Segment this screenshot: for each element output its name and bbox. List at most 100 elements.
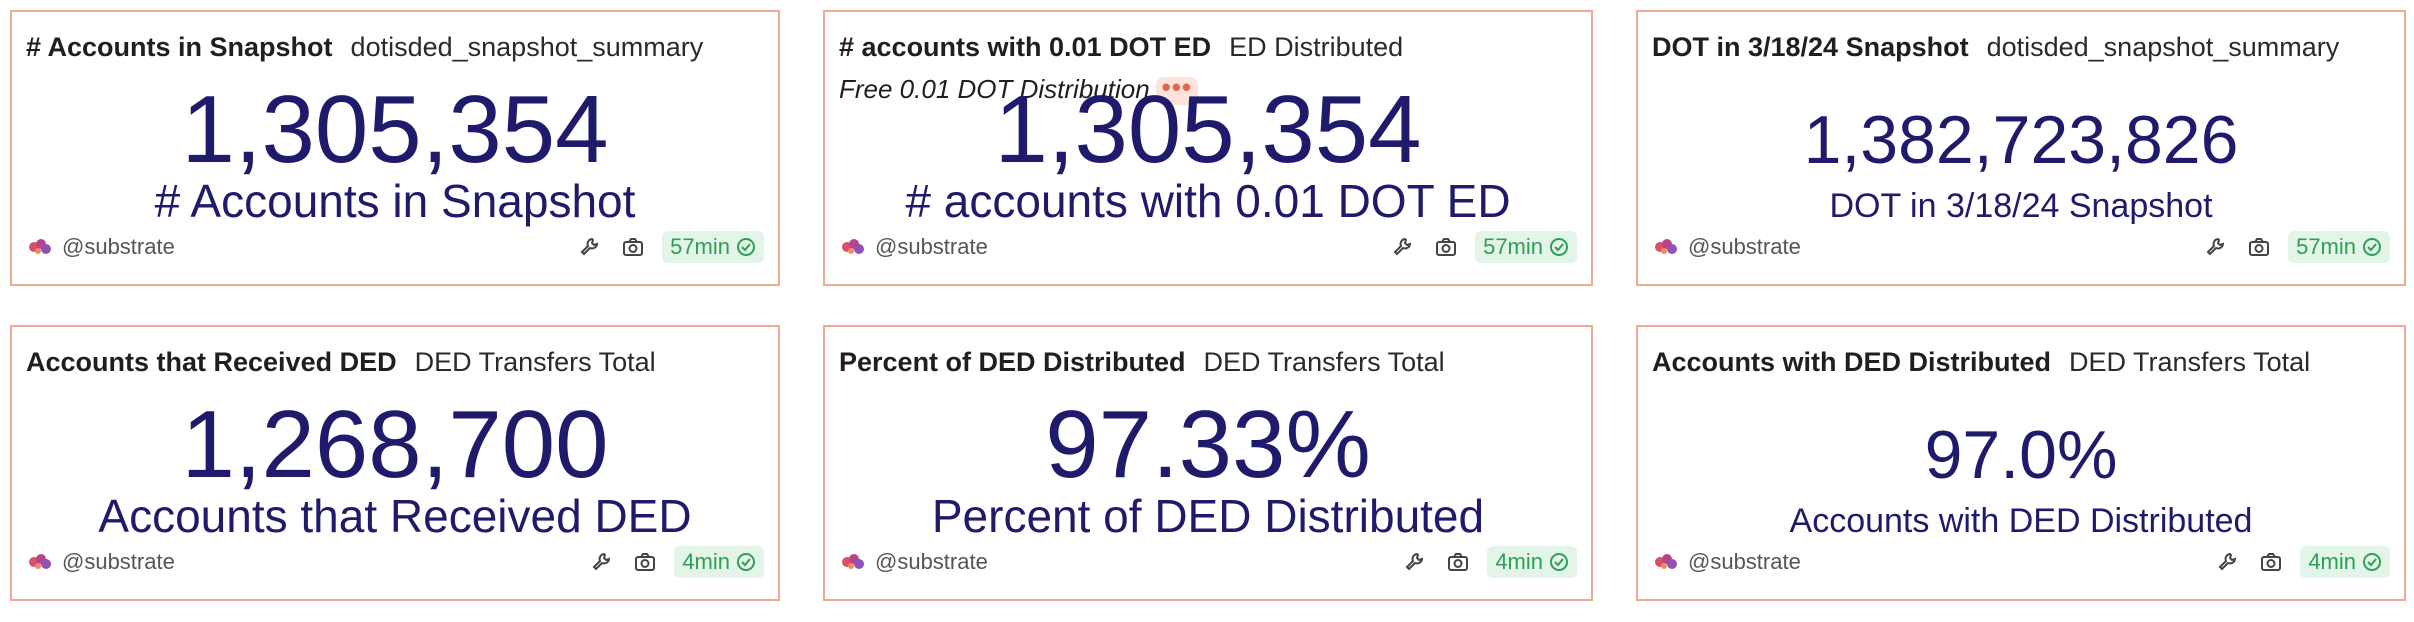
author-name: @substrate	[62, 549, 175, 574]
avatar-cluster-icon	[29, 554, 51, 569]
freshness-badge[interactable]: 57min	[1475, 231, 1577, 263]
card-footer: @substrate 4min	[839, 545, 1577, 579]
counter-label: # accounts with 0.01 DOT ED	[905, 175, 1511, 227]
card-header: Accounts with DED Distributed DED Transfe…	[1652, 345, 2390, 379]
card-query-name[interactable]: dotisded_snapshot_summary	[1986, 32, 2340, 62]
card-header: # Accounts in Snapshot dotisded_snapshot_…	[26, 30, 764, 64]
card-footer: @substrate 57min	[26, 230, 764, 264]
camera-icon[interactable]	[2244, 232, 2274, 262]
camera-icon[interactable]	[618, 232, 648, 262]
author-name: @substrate	[875, 234, 988, 259]
card-tools: 4min	[2212, 545, 2390, 579]
counter-label: Accounts that Received DED	[98, 490, 692, 542]
counter-value: 97.33%	[1045, 391, 1371, 498]
avatar-cluster-icon	[1655, 554, 1677, 569]
author-name: @substrate	[1688, 549, 1801, 574]
counter-value: 1,305,354	[181, 76, 609, 183]
author-name: @substrate	[1688, 234, 1801, 259]
settings-wrench-icon[interactable]	[2212, 547, 2242, 577]
card-title[interactable]: Accounts with DED Distributed	[1652, 347, 2052, 377]
check-circle-icon	[1550, 553, 1568, 571]
author-link[interactable]: @substrate	[26, 545, 175, 579]
author-link[interactable]: @substrate	[26, 230, 175, 264]
freshness-text: 4min	[2308, 549, 2356, 574]
author-link[interactable]: @substrate	[1652, 545, 1801, 579]
freshness-text: 57min	[2296, 234, 2356, 259]
freshness-badge[interactable]: 57min	[2288, 231, 2390, 263]
card-title[interactable]: DOT in 3/18/24 Snapshot	[1652, 32, 1969, 62]
camera-icon[interactable]	[1443, 547, 1473, 577]
card-tools: 57min	[574, 230, 764, 264]
counter-card-accounts-in-snapshot[interactable]: # Accounts in Snapshot dotisded_snapshot_…	[10, 10, 780, 286]
avatar-cluster-icon	[842, 239, 864, 254]
card-title[interactable]: # accounts with 0.01 DOT ED	[839, 32, 1212, 62]
counter-card-accounts-with-ded-distributed[interactable]: Accounts with DED Distributed DED Transfe…	[1636, 325, 2406, 601]
freshness-badge[interactable]: 4min	[1487, 546, 1577, 578]
counter-card-accounts-received-ded[interactable]: Accounts that Received DED DED Transfers …	[10, 325, 780, 601]
card-description: Free 0.01 DOT Distribution	[839, 74, 1150, 104]
card-footer: @substrate 4min	[26, 545, 764, 579]
card-footer: @substrate 57min	[839, 230, 1577, 264]
card-query-name[interactable]: ED Distributed	[1229, 32, 1404, 62]
author-link[interactable]: @substrate	[839, 545, 988, 579]
camera-icon[interactable]	[1431, 232, 1461, 262]
counter-value: 97.0%	[1924, 417, 2118, 493]
settings-wrench-icon[interactable]	[574, 232, 604, 262]
counter-value: 1,268,700	[181, 391, 609, 498]
freshness-text: 4min	[682, 549, 730, 574]
avatar-cluster-icon	[842, 554, 864, 569]
counter-label: DOT in 3/18/24 Snapshot	[1829, 187, 2213, 225]
author-name: @substrate	[875, 549, 988, 574]
settings-wrench-icon[interactable]	[1387, 232, 1417, 262]
counter-card-dot-in-snapshot[interactable]: DOT in 3/18/24 Snapshot dotisded_snapshot…	[1636, 10, 2406, 286]
freshness-badge[interactable]: 4min	[2300, 546, 2390, 578]
camera-icon[interactable]	[2256, 547, 2286, 577]
card-header: # accounts with 0.01 DOT ED ED Distribute…	[839, 30, 1577, 64]
card-tools: 57min	[1387, 230, 1577, 264]
settings-wrench-icon[interactable]	[586, 547, 616, 577]
check-circle-icon	[1550, 238, 1568, 256]
freshness-text: 57min	[670, 234, 730, 259]
counter-label: # Accounts in Snapshot	[154, 175, 636, 227]
check-circle-icon	[737, 553, 755, 571]
author-link[interactable]: @substrate	[1652, 230, 1801, 264]
more-options-button[interactable]: •••	[1155, 74, 1198, 106]
author-link[interactable]: @substrate	[839, 230, 988, 264]
card-header: Percent of DED Distributed DED Transfers …	[839, 345, 1577, 379]
card-title[interactable]: Accounts that Received DED	[26, 347, 397, 377]
counter-card-accounts-with-ed[interactable]: # accounts with 0.01 DOT ED ED Distribute…	[823, 10, 1593, 286]
card-tools: 4min	[586, 545, 764, 579]
counter-value: 1,305,354	[994, 76, 1422, 183]
camera-icon[interactable]	[630, 547, 660, 577]
freshness-badge[interactable]: 4min	[674, 546, 764, 578]
card-subtitle: Free 0.01 DOT Distribution •••	[839, 74, 1198, 106]
card-footer: @substrate 4min	[1652, 545, 2390, 579]
card-title[interactable]: # Accounts in Snapshot	[26, 32, 333, 62]
counter-label: Percent of DED Distributed	[931, 490, 1485, 542]
settings-wrench-icon[interactable]	[2200, 232, 2230, 262]
check-circle-icon	[2363, 553, 2381, 571]
card-tools: 57min	[2200, 230, 2390, 264]
freshness-text: 57min	[1483, 234, 1543, 259]
check-circle-icon	[2363, 238, 2381, 256]
counter-label: Accounts with DED Distributed	[1789, 502, 2253, 540]
card-query-name[interactable]: DED Transfers Total	[414, 347, 656, 377]
avatar-cluster-icon	[29, 239, 51, 254]
author-name: @substrate	[62, 234, 175, 259]
card-query-name[interactable]: DED Transfers Total	[1203, 347, 1445, 377]
freshness-text: 4min	[1495, 549, 1543, 574]
counter-value: 1,382,723,826	[1803, 102, 2239, 178]
settings-wrench-icon[interactable]	[1399, 547, 1429, 577]
check-circle-icon	[737, 238, 755, 256]
card-query-name[interactable]: dotisded_snapshot_summary	[350, 32, 704, 62]
card-header: Accounts that Received DED DED Transfers …	[26, 345, 764, 379]
counter-card-percent-ded-distributed[interactable]: Percent of DED Distributed DED Transfers …	[823, 325, 1593, 601]
card-header: DOT in 3/18/24 Snapshot dotisded_snapshot…	[1652, 30, 2390, 64]
card-query-name[interactable]: DED Transfers Total	[2069, 347, 2311, 377]
freshness-badge[interactable]: 57min	[662, 231, 764, 263]
avatar-cluster-icon	[1655, 239, 1677, 254]
card-footer: @substrate 57min	[1652, 230, 2390, 264]
card-tools: 4min	[1399, 545, 1577, 579]
card-title[interactable]: Percent of DED Distributed	[839, 347, 1186, 377]
